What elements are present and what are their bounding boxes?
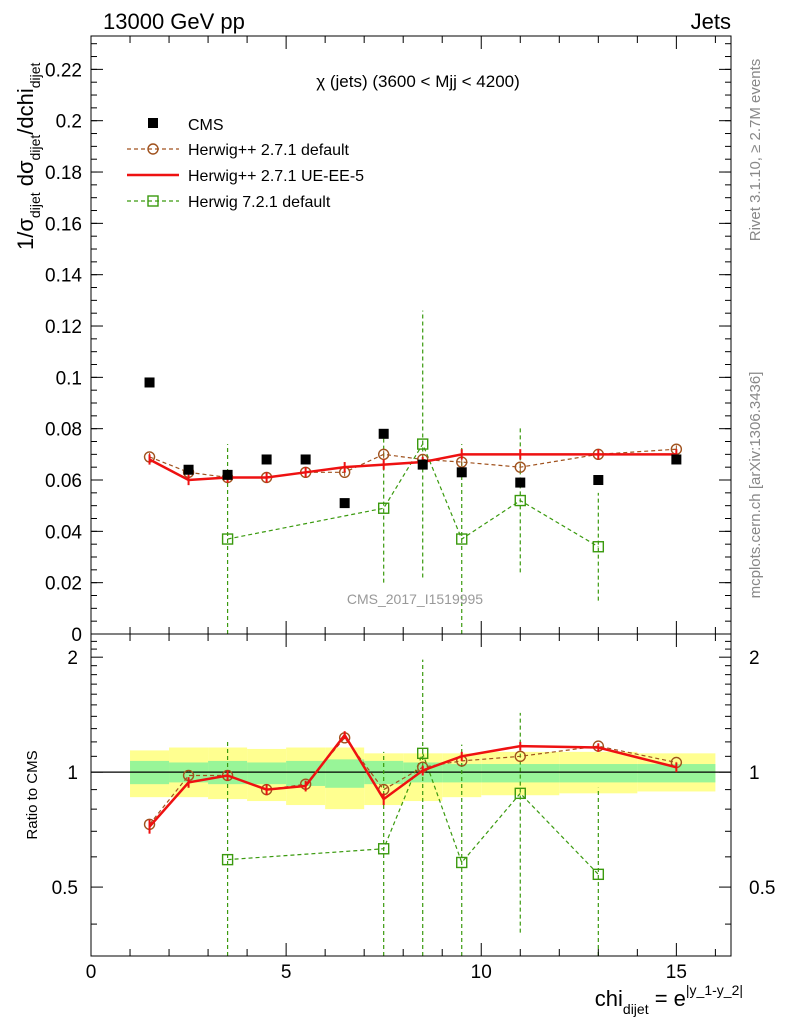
herwig7-point: [456, 533, 468, 545]
band-inner-segment: [637, 764, 716, 783]
bottom-y-axis-label: Ratio to CMS: [24, 750, 41, 839]
herwig7-point: [377, 502, 390, 514]
ratio-herwig7-point: [377, 843, 390, 855]
cms-point: [378, 428, 389, 439]
top-y-tick-label: 0.12: [45, 317, 82, 338]
band-inner-segment: [325, 759, 365, 788]
bottom-y-tick-label: 2: [67, 648, 78, 669]
legend: CMS Herwig++ 2.7.1 default Herwig++ 2.7.…: [127, 117, 364, 211]
top-y-tick-label: 0.04: [45, 522, 82, 543]
top-y-axis-label: 1/σdijet dσdijet/dchidijet: [13, 62, 43, 250]
bottom-y-tick-label: 1: [67, 763, 78, 784]
bottom-y-tick-label-right: 0.5: [749, 878, 775, 899]
herwig7-point: [221, 533, 234, 545]
top-y-tick-label: 0.2: [56, 112, 82, 133]
top-y-tick-label: 0.08: [45, 420, 82, 441]
legend-label-herwig7-default: Herwig 7.2.1 default: [188, 194, 331, 211]
band-inner-segment: [559, 764, 638, 783]
x-tick-label: 15: [666, 962, 687, 983]
ratio-herwig7-line: [227, 751, 599, 875]
ratio-herwig7-point: [221, 853, 234, 866]
top-y-tick-label: 0.18: [45, 163, 82, 184]
ratio-herwig7-point: [592, 868, 605, 881]
header-right: Jets: [691, 9, 731, 34]
top-y-tick-label: 0.16: [45, 214, 82, 235]
legend-label-herwigpp-ueee5: Herwig++ 2.7.1 UE-EE-5: [188, 168, 364, 185]
legend-marker-cms: [148, 118, 158, 128]
herwigpp-ueee5-line: [148, 453, 677, 482]
cms-point: [183, 464, 194, 475]
ratio-herwigpp-ueee5-line: [148, 732, 677, 828]
legend-label-cms: CMS: [188, 117, 224, 134]
legend-entry-herwigpp-ueee5: Herwig++ 2.7.1 UE-EE-5: [127, 168, 364, 185]
top-y-tick-label: 0.22: [45, 60, 82, 81]
top-y-tick-label: 0: [71, 625, 82, 646]
bottom-frame: [90, 633, 732, 957]
band-inner-segment: [247, 762, 287, 785]
herwig7-point: [514, 494, 526, 507]
mcplots-label: mcplots.cern.ch [arXiv:1306.3436]: [747, 372, 764, 599]
x-tick-label: 5: [281, 962, 292, 983]
top-panel: 0 0.02 0.04 0.06 0.08 0.1 0.12 0.14 0.16 0.18 0.2 0…: [13, 35, 732, 646]
cms-point: [339, 498, 350, 509]
herwig7-point: [417, 438, 429, 450]
cms-point: [456, 467, 467, 478]
herwig7-point: [592, 541, 605, 553]
ratio-herwigpp-default-line: [149, 736, 677, 825]
cms-point: [671, 454, 682, 465]
cms-point: [144, 377, 155, 388]
x-tick-label: 0: [86, 962, 97, 983]
herwig7-line: [227, 442, 599, 548]
header-left: 13000 GeV pp: [103, 9, 245, 34]
ratio-herwigpp-default-point: [514, 750, 526, 763]
top-frame: [90, 35, 732, 635]
cms-point: [222, 469, 233, 480]
rivet-label: Rivet 3.1.10, ≥ 2.7M events: [747, 59, 764, 242]
legend-entry-herwig7-default: Herwig 7.2.1 default: [127, 194, 331, 211]
cms-point: [300, 454, 311, 465]
bottom-y-tick-label-right: 1: [749, 763, 760, 784]
cms-point: [593, 475, 604, 486]
ratio-herwig7-point: [417, 747, 429, 760]
top-y-tick-label: 0.02: [45, 574, 82, 595]
cms-point: [515, 477, 526, 488]
bottom-y-tick-label: 0.5: [52, 878, 78, 899]
legend-entry-herwigpp-default: Herwig++ 2.7.1 default: [127, 142, 350, 159]
watermark: CMS_2017_I1519995: [347, 591, 483, 607]
top-y-tick-label: 0.06: [45, 471, 82, 492]
x-axis-label: chidijet = e|y_1-y_2|: [595, 982, 743, 1017]
cms-point: [261, 454, 272, 465]
band-inner-segment: [481, 764, 560, 783]
herwigpp-default-line: [149, 448, 677, 479]
herwigpp-default-point: [377, 448, 390, 461]
bottom-y-tick-label-right: 2: [749, 648, 760, 669]
top-y-tick-label: 0.14: [45, 266, 82, 287]
top-y-tick-label: 0.1: [56, 368, 82, 389]
cms-point: [417, 459, 428, 470]
legend-marker-herwig7-default: [147, 195, 159, 207]
ratio-herwig7-point: [456, 856, 468, 869]
legend-label-herwigpp-default: Herwig++ 2.7.1 default: [188, 142, 350, 159]
ratio-herwig7-point: [514, 787, 526, 800]
legend-entry-cms: CMS: [148, 117, 224, 134]
herwigpp-default-point: [514, 461, 526, 473]
legend-marker-herwigpp-default: [147, 143, 159, 155]
top-title: χ (jets) (3600 < Mjj < 4200): [316, 72, 520, 91]
x-tick-label: 10: [471, 962, 492, 983]
bottom-panel: 0.5 0.5 1 1 2 2 0 5 10 15 Ratio to CMS chidijet =…: [24, 633, 775, 1017]
